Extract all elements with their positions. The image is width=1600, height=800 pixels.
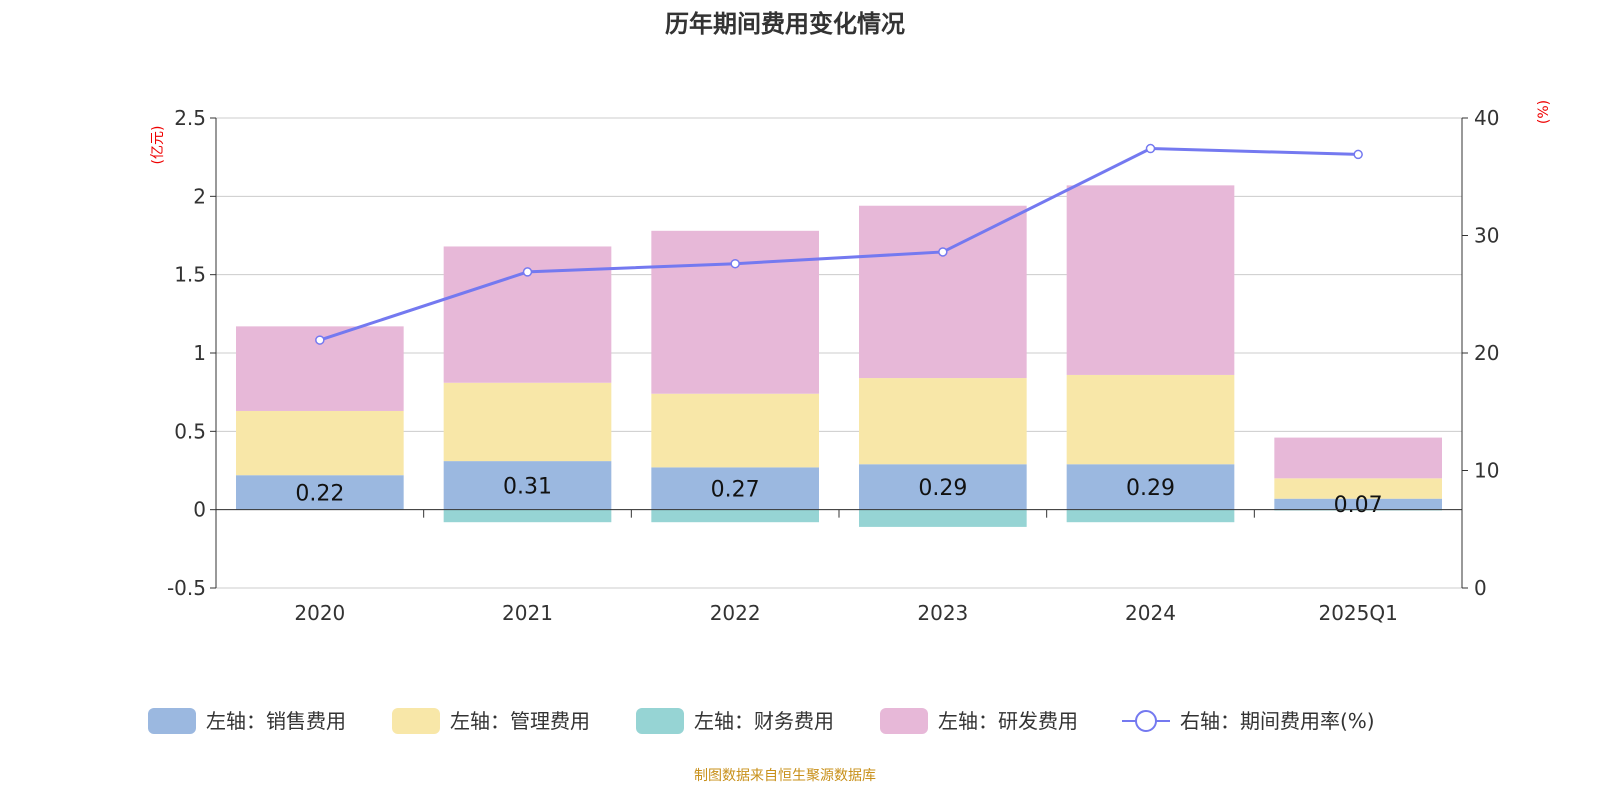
bar-segment (236, 410, 404, 476)
legend-label: 左轴：销售费用 (206, 709, 346, 733)
bar-segment (1066, 374, 1235, 465)
bar-segment (443, 382, 612, 462)
left-tick-label: 1 (193, 341, 206, 365)
legend-label: 左轴：财务费用 (694, 709, 834, 733)
bar-segment (651, 393, 819, 468)
x-tick-label: 2025Q1 (1318, 601, 1397, 625)
x-tick-label: 2020 (294, 601, 345, 625)
bar-segment (1066, 509, 1235, 523)
right-tick-label: 0 (1474, 576, 1487, 600)
bar-segment (1066, 185, 1235, 375)
bar-data-label: 0.31 (503, 474, 552, 499)
legend-item[interactable]: 左轴：研发费用 (880, 708, 1078, 734)
right-tick-label: 10 (1474, 459, 1499, 483)
bar-segment (651, 467, 819, 510)
legend-swatch (148, 708, 196, 734)
bar-data-label: 0.07 (1334, 493, 1383, 518)
bar-data-label: 0.29 (1126, 476, 1175, 501)
bar-segment (651, 230, 819, 394)
bar-segment (859, 464, 1027, 510)
left-tick-label: -0.5 (167, 576, 206, 600)
bar-data-label: 0.27 (711, 478, 760, 503)
legend-label: 左轴：管理费用 (450, 709, 590, 733)
left-tick-label: 1.5 (174, 263, 206, 287)
bar-data-label: 0.22 (295, 481, 344, 506)
legend-item[interactable]: 左轴：管理费用 (392, 708, 590, 734)
legend-label: 右轴：期间费用率(%) (1180, 709, 1375, 733)
right-tick-label: 40 (1474, 106, 1499, 130)
left-tick-label: 0.5 (174, 419, 206, 443)
legend-label: 左轴：研发费用 (938, 709, 1078, 733)
bar-segment (1274, 437, 1442, 479)
bar-segment (651, 509, 819, 523)
legend-item[interactable]: 左轴：财务费用 (636, 708, 834, 734)
legend-swatch (392, 708, 440, 734)
bar-segment (1066, 464, 1235, 510)
left-axis-unit: (亿元) (150, 126, 166, 165)
bar-segment (859, 378, 1027, 465)
right-tick-label: 30 (1474, 224, 1499, 248)
left-tick-label: 0 (193, 498, 206, 522)
legend-swatch (636, 708, 684, 734)
right-tick-label: 20 (1474, 341, 1499, 365)
rate-point (522, 267, 533, 277)
right-axis-unit: (%) (1536, 100, 1552, 124)
bar-data-label: 0.29 (918, 476, 967, 501)
legend-circle-icon (1135, 710, 1157, 732)
legend-item[interactable]: 左轴：销售费用 (148, 708, 346, 734)
bar-segment (443, 509, 612, 523)
bar-segment (443, 246, 612, 383)
legend-swatch (880, 708, 928, 734)
rate-point (938, 247, 948, 257)
chart-title: 历年期间费用变化情况 (665, 10, 905, 38)
bar-segment (443, 461, 612, 510)
rate-line (319, 147, 1359, 342)
bar-segment (236, 475, 404, 510)
legend-item[interactable]: 右轴：期间费用率(%) (1122, 709, 1375, 733)
bar-segment (859, 509, 1027, 527)
left-tick-label: 2.5 (174, 106, 206, 130)
bar-segment (1274, 498, 1442, 510)
bar-segment (1274, 478, 1442, 499)
source-note: 制图数据来自恒生聚源数据库 (694, 768, 876, 784)
left-tick-label: 2 (193, 184, 206, 208)
x-tick-label: 2023 (917, 601, 968, 625)
rate-point (315, 335, 325, 345)
x-tick-label: 2024 (1125, 601, 1176, 625)
rate-point (730, 258, 740, 269)
x-tick-label: 2021 (502, 601, 553, 625)
rate-point (1353, 149, 1363, 160)
x-tick-label: 2022 (710, 601, 761, 625)
bar-segment (859, 205, 1027, 379)
rate-point (1145, 143, 1156, 154)
